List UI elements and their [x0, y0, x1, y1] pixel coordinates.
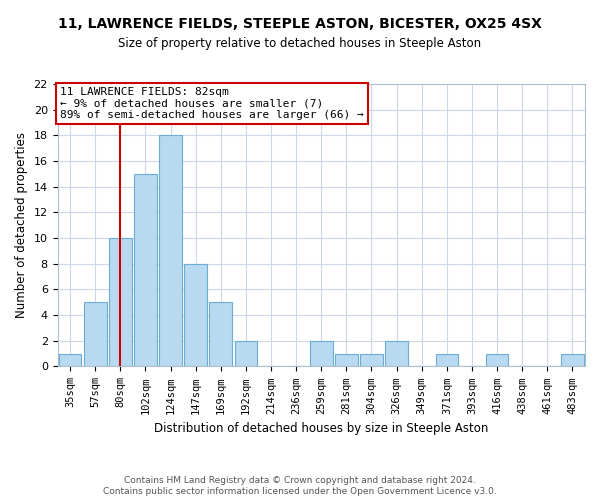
- Bar: [159, 136, 182, 366]
- Text: 11, LAWRENCE FIELDS, STEEPLE ASTON, BICESTER, OX25 4SX: 11, LAWRENCE FIELDS, STEEPLE ASTON, BICE…: [58, 18, 542, 32]
- Text: Size of property relative to detached houses in Steeple Aston: Size of property relative to detached ho…: [118, 38, 482, 51]
- Y-axis label: Number of detached properties: Number of detached properties: [15, 132, 28, 318]
- Bar: [561, 354, 584, 366]
- Bar: [385, 341, 408, 366]
- Bar: [436, 354, 458, 366]
- Bar: [235, 341, 257, 366]
- Bar: [184, 264, 207, 366]
- Text: Contains HM Land Registry data © Crown copyright and database right 2024.: Contains HM Land Registry data © Crown c…: [124, 476, 476, 485]
- Bar: [209, 302, 232, 366]
- Bar: [310, 341, 332, 366]
- Bar: [59, 354, 82, 366]
- Bar: [335, 354, 358, 366]
- X-axis label: Distribution of detached houses by size in Steeple Aston: Distribution of detached houses by size …: [154, 422, 488, 435]
- Bar: [109, 238, 131, 366]
- Bar: [486, 354, 508, 366]
- Text: 11 LAWRENCE FIELDS: 82sqm
← 9% of detached houses are smaller (7)
89% of semi-de: 11 LAWRENCE FIELDS: 82sqm ← 9% of detach…: [60, 86, 364, 120]
- Bar: [84, 302, 107, 366]
- Bar: [360, 354, 383, 366]
- Bar: [134, 174, 157, 366]
- Text: Contains public sector information licensed under the Open Government Licence v3: Contains public sector information licen…: [103, 488, 497, 496]
